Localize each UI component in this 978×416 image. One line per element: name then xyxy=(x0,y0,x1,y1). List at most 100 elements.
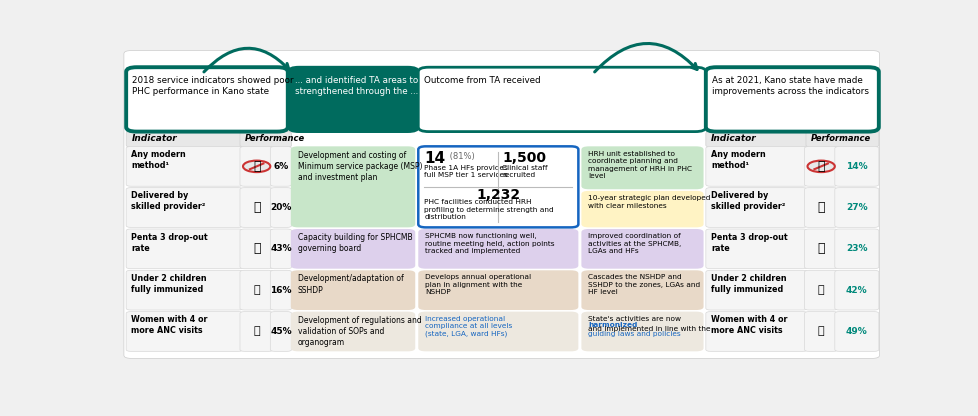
FancyBboxPatch shape xyxy=(126,312,243,352)
Text: Performance: Performance xyxy=(244,134,304,143)
Text: Development and costing of
Minimum service package (MSP)
and investment plan: Development and costing of Minimum servi… xyxy=(297,151,422,182)
Text: Indicator: Indicator xyxy=(710,134,756,143)
Text: Performance: Performance xyxy=(811,134,870,143)
Text: 23%: 23% xyxy=(845,244,867,253)
FancyBboxPatch shape xyxy=(126,67,288,131)
Circle shape xyxy=(243,161,270,172)
FancyBboxPatch shape xyxy=(705,67,878,131)
FancyBboxPatch shape xyxy=(240,270,273,310)
FancyBboxPatch shape xyxy=(834,312,878,352)
Text: Any modern
method¹: Any modern method¹ xyxy=(710,150,765,170)
Text: 49%: 49% xyxy=(845,327,867,336)
FancyBboxPatch shape xyxy=(240,188,273,228)
FancyBboxPatch shape xyxy=(834,229,878,269)
Text: Women with 4 or
more ANC visits: Women with 4 or more ANC visits xyxy=(131,315,207,335)
FancyBboxPatch shape xyxy=(126,131,243,147)
FancyBboxPatch shape xyxy=(126,188,243,228)
Text: ... and identified TA areas to be
strengthened through the ...: ... and identified TA areas to be streng… xyxy=(294,76,431,96)
Text: State's activities are now: State's activities are now xyxy=(588,316,683,322)
Text: Penta 3 drop-out
rate: Penta 3 drop-out rate xyxy=(131,233,208,253)
FancyBboxPatch shape xyxy=(705,312,807,352)
FancyBboxPatch shape xyxy=(290,146,415,228)
Text: Penta 3 drop-out
rate: Penta 3 drop-out rate xyxy=(710,233,787,253)
FancyBboxPatch shape xyxy=(124,51,878,359)
Text: guiding laws and policies: guiding laws and policies xyxy=(588,331,680,337)
Text: 💉: 💉 xyxy=(253,285,260,295)
Text: 42%: 42% xyxy=(845,286,867,295)
Text: Delivered by
skilled provider²: Delivered by skilled provider² xyxy=(710,191,784,211)
FancyBboxPatch shape xyxy=(705,146,807,186)
FancyBboxPatch shape xyxy=(834,188,878,228)
FancyBboxPatch shape xyxy=(240,312,273,352)
FancyBboxPatch shape xyxy=(705,131,808,147)
FancyBboxPatch shape xyxy=(270,270,291,310)
Text: 10-year strategic plan developed
with clear milestones: 10-year strategic plan developed with cl… xyxy=(588,195,710,208)
Text: 2018 service indicators showed poor
PHC performance in Kano state: 2018 service indicators showed poor PHC … xyxy=(132,76,293,96)
FancyBboxPatch shape xyxy=(705,188,807,228)
Text: HRH unit established to
coordinate planning and
management of HRH in PHC
level: HRH unit established to coordinate plann… xyxy=(588,151,691,179)
FancyBboxPatch shape xyxy=(290,312,415,352)
FancyBboxPatch shape xyxy=(581,270,703,310)
Text: Indicator: Indicator xyxy=(132,134,178,143)
Text: Capacity building for SPHCMB
governing board: Capacity building for SPHCMB governing b… xyxy=(297,233,412,253)
FancyBboxPatch shape xyxy=(418,270,578,310)
FancyBboxPatch shape xyxy=(418,229,578,269)
Text: Outcome from TA received: Outcome from TA received xyxy=(423,76,541,84)
FancyBboxPatch shape xyxy=(804,312,837,352)
FancyBboxPatch shape xyxy=(126,270,243,310)
Text: SPHCMB now functioning well,
routine meeting held, action points
tracked and imp: SPHCMB now functioning well, routine mee… xyxy=(424,233,555,254)
Text: Delivered by
skilled provider²: Delivered by skilled provider² xyxy=(131,191,205,211)
Text: 💉: 💉 xyxy=(817,285,823,295)
FancyBboxPatch shape xyxy=(834,146,878,186)
FancyBboxPatch shape xyxy=(240,146,273,186)
FancyBboxPatch shape xyxy=(270,146,291,186)
FancyBboxPatch shape xyxy=(270,229,291,269)
Text: (81%): (81%) xyxy=(447,152,474,161)
Text: Development/adaptation of
SSHDP: Development/adaptation of SSHDP xyxy=(297,275,403,295)
Text: Improved coordination of
activities at the SPHCMB,
LGAs and HFs: Improved coordination of activities at t… xyxy=(588,233,681,254)
FancyBboxPatch shape xyxy=(804,188,837,228)
Text: 🤰: 🤰 xyxy=(817,201,824,214)
FancyBboxPatch shape xyxy=(418,146,578,228)
FancyBboxPatch shape xyxy=(290,270,415,310)
FancyBboxPatch shape xyxy=(240,131,291,147)
Text: Clinical staff
recruited: Clinical staff recruited xyxy=(502,165,547,178)
FancyBboxPatch shape xyxy=(804,270,837,310)
FancyBboxPatch shape xyxy=(126,146,243,186)
Text: Cascades the NSHDP and
SSHDP to the zones, LGAs and
HF level: Cascades the NSHDP and SSHDP to the zone… xyxy=(588,275,699,295)
FancyBboxPatch shape xyxy=(581,191,703,228)
Text: Women with 4 or
more ANC visits: Women with 4 or more ANC visits xyxy=(710,315,787,335)
FancyBboxPatch shape xyxy=(834,270,878,310)
Text: 20%: 20% xyxy=(270,203,291,212)
Text: As at 2021, Kano state have made
improvements across the indicators: As at 2021, Kano state have made improve… xyxy=(711,76,868,96)
Text: Any modern
method¹: Any modern method¹ xyxy=(131,150,186,170)
FancyBboxPatch shape xyxy=(126,229,243,269)
Text: Under 2 children
fully immunized: Under 2 children fully immunized xyxy=(710,274,786,294)
Text: Development of regulations and
validation of SOPs and
organogram: Development of regulations and validatio… xyxy=(297,316,421,347)
FancyBboxPatch shape xyxy=(581,229,703,269)
FancyBboxPatch shape xyxy=(240,229,273,269)
Circle shape xyxy=(807,161,834,172)
FancyBboxPatch shape xyxy=(270,188,291,228)
Text: 🧒: 🧒 xyxy=(817,243,824,255)
Text: 43%: 43% xyxy=(270,244,291,253)
Text: 1,500: 1,500 xyxy=(502,151,546,165)
Text: 6%: 6% xyxy=(273,162,289,171)
Text: 🧒: 🧒 xyxy=(252,243,260,255)
Text: 1,232: 1,232 xyxy=(475,188,520,203)
Text: 🧴: 🧴 xyxy=(817,327,823,337)
FancyBboxPatch shape xyxy=(290,229,415,269)
Text: 🤰: 🤰 xyxy=(252,201,260,214)
Text: 🚫: 🚫 xyxy=(252,160,260,173)
Text: Develops annual operational
plan in alignment with the
NSHDP: Develops annual operational plan in alig… xyxy=(424,275,531,295)
FancyBboxPatch shape xyxy=(805,131,878,147)
FancyBboxPatch shape xyxy=(270,312,291,352)
FancyBboxPatch shape xyxy=(581,312,703,352)
Text: 🚫: 🚫 xyxy=(817,160,824,173)
Text: Under 2 children
fully immunized: Under 2 children fully immunized xyxy=(131,274,207,294)
Text: PHC facilities conducted HRH
profiling to determine strength and
distribution: PHC facilities conducted HRH profiling t… xyxy=(423,199,554,220)
FancyBboxPatch shape xyxy=(705,270,807,310)
FancyBboxPatch shape xyxy=(418,67,705,131)
Text: 45%: 45% xyxy=(270,327,291,336)
Text: 14%: 14% xyxy=(845,162,867,171)
